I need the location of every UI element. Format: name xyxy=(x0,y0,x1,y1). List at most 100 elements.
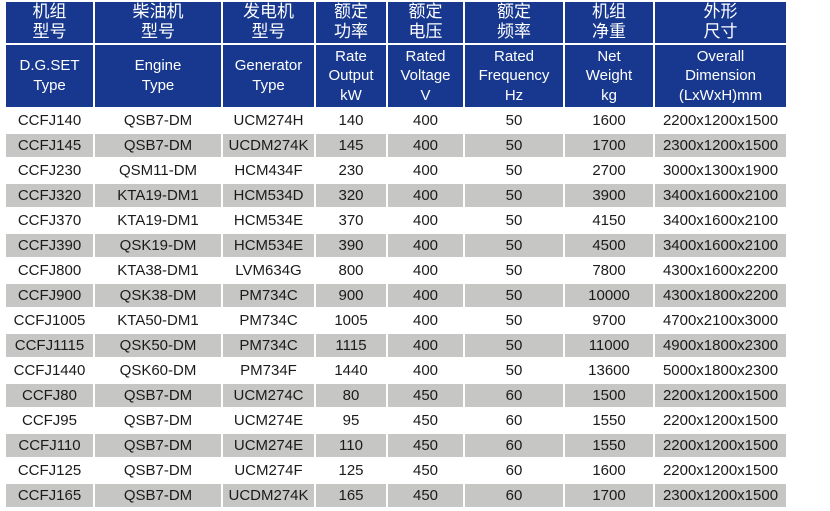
table-cell: 50 xyxy=(465,108,563,132)
table-cell: 145 xyxy=(316,133,386,157)
table-cell: 4500 xyxy=(565,233,653,257)
generator-spec-table: 机组 型号 柴油机 型号 发电机 型号 额定 功率 额定 电压 额定 频率 机组… xyxy=(4,0,788,509)
table-cell: QSM11-DM xyxy=(95,158,221,182)
table-cell: 3900 xyxy=(565,183,653,207)
table-cell: 3400x1600x2100 xyxy=(655,233,786,257)
table-cell: 400 xyxy=(388,233,463,257)
table-cell: 400 xyxy=(388,308,463,332)
table-cell: 140 xyxy=(316,108,386,132)
table-cell: 4700x2100x3000 xyxy=(655,308,786,332)
table-cell: CCFJ370 xyxy=(6,208,93,232)
table-row: CCFJ900 QSK38-DM PM734C 900 400 50 10000 4300x1… xyxy=(6,283,786,307)
table-row: CCFJ80 QSB7-DM UCM274C 80 450 60 1500 2200x1200… xyxy=(6,383,786,407)
table-row: CCFJ370 KTA19-DM1 HCM534E 370 400 50 4150 3400x… xyxy=(6,208,786,232)
table-cell: CCFJ1005 xyxy=(6,308,93,332)
table-cell: 1550 xyxy=(565,433,653,457)
table-cell: 400 xyxy=(388,108,463,132)
table-cell: 50 xyxy=(465,233,563,257)
table-cell: 2300x1200x1500 xyxy=(655,483,786,507)
table-cell: 400 xyxy=(388,358,463,382)
table-cell: PM734F xyxy=(223,358,314,382)
table-cell: HCM534D xyxy=(223,183,314,207)
table-cell: QSB7-DM xyxy=(95,483,221,507)
table-cell: 1500 xyxy=(565,383,653,407)
table-cell: 80 xyxy=(316,383,386,407)
table-cell: 2200x1200x1500 xyxy=(655,383,786,407)
table-cell: CCFJ145 xyxy=(6,133,93,157)
table-cell: CCFJ1440 xyxy=(6,358,93,382)
table-cell: CCFJ390 xyxy=(6,233,93,257)
table-row: CCFJ320 KTA19-DM1 HCM534D 320 400 50 3900 3400x… xyxy=(6,183,786,207)
table-cell: 400 xyxy=(388,258,463,282)
table-cell: 50 xyxy=(465,358,563,382)
table-cell: 50 xyxy=(465,158,563,182)
table-cell: 50 xyxy=(465,283,563,307)
table-cell: 10000 xyxy=(565,283,653,307)
table-cell: 390 xyxy=(316,233,386,257)
table-cell: QSB7-DM xyxy=(95,133,221,157)
column-header-zh-engine-type: 柴油机 型号 xyxy=(95,2,221,43)
table-cell: 50 xyxy=(465,333,563,357)
table-cell: CCFJ165 xyxy=(6,483,93,507)
table-cell: 2300x1200x1500 xyxy=(655,133,786,157)
table-cell: 2700 xyxy=(565,158,653,182)
table-cell: 4300x1600x2200 xyxy=(655,258,786,282)
table-cell: 125 xyxy=(316,458,386,482)
table-row: CCFJ125 QSB7-DM UCM274F 125 450 60 1600 2200x12… xyxy=(6,458,786,482)
table-cell: CCFJ125 xyxy=(6,458,93,482)
column-header-zh-rated-frequency: 额定 频率 xyxy=(465,2,563,43)
table-row: CCFJ800 KTA38-DM1 LVM634G 800 400 50 7800 4300x… xyxy=(6,258,786,282)
column-header-en-rated-frequency: Rated Frequency Hz xyxy=(465,44,563,107)
table-cell: UCM274C xyxy=(223,383,314,407)
table-cell: KTA38-DM1 xyxy=(95,258,221,282)
table-cell: 400 xyxy=(388,208,463,232)
table-cell: 230 xyxy=(316,158,386,182)
table-cell: CCFJ140 xyxy=(6,108,93,132)
table-cell: PM734C xyxy=(223,333,314,357)
table-cell: QSK50-DM xyxy=(95,333,221,357)
table-cell: 1550 xyxy=(565,408,653,432)
table-cell: 50 xyxy=(465,133,563,157)
table-cell: CCFJ80 xyxy=(6,383,93,407)
header-row-chinese: 机组 型号 柴油机 型号 发电机 型号 额定 功率 额定 电压 额定 频率 机组… xyxy=(6,2,786,43)
column-header-zh-net-weight: 机组 净重 xyxy=(565,2,653,43)
table-cell: KTA50-DM1 xyxy=(95,308,221,332)
table-cell: 1600 xyxy=(565,108,653,132)
table-cell: 800 xyxy=(316,258,386,282)
table-cell: QSB7-DM xyxy=(95,458,221,482)
column-header-en-net-weight: Net Weight kg xyxy=(565,44,653,107)
table-row: CCFJ145 QSB7-DM UCDM274K 145 400 50 1700 2300x1… xyxy=(6,133,786,157)
table-cell: LVM634G xyxy=(223,258,314,282)
table-cell: 3400x1600x2100 xyxy=(655,208,786,232)
table-cell: QSB7-DM xyxy=(95,383,221,407)
table-cell: 2200x1200x1500 xyxy=(655,408,786,432)
table-cell: 400 xyxy=(388,183,463,207)
column-header-zh-overall-dimension: 外形 尺寸 xyxy=(655,2,786,43)
header-row-english: D.G.SET Type Engine Type Generator Type … xyxy=(6,44,786,107)
table-row: CCFJ1005 KTA50-DM1 PM734C 1005 400 50 9700 4700… xyxy=(6,308,786,332)
table-cell: 50 xyxy=(465,183,563,207)
column-header-zh-generator-type: 发电机 型号 xyxy=(223,2,314,43)
table-cell: CCFJ110 xyxy=(6,433,93,457)
table-cell: 1700 xyxy=(565,483,653,507)
table-cell: 13600 xyxy=(565,358,653,382)
column-header-zh-dgset-type: 机组 型号 xyxy=(6,2,93,43)
table-cell: 1005 xyxy=(316,308,386,332)
table-cell: UCM274H xyxy=(223,108,314,132)
table-cell: HCM534E xyxy=(223,208,314,232)
table-cell: QSK19-DM xyxy=(95,233,221,257)
table-row: CCFJ140 QSB7-DM UCM274H 140 400 50 1600 2200x12… xyxy=(6,108,786,132)
table-cell: 4150 xyxy=(565,208,653,232)
table-body: CCFJ140 QSB7-DM UCM274H 140 400 50 1600 2200x12… xyxy=(6,108,786,507)
table-cell: 60 xyxy=(465,408,563,432)
table-cell: QSB7-DM xyxy=(95,108,221,132)
table-cell: 4900x1800x2300 xyxy=(655,333,786,357)
table-cell: KTA19-DM1 xyxy=(95,183,221,207)
table-cell: KTA19-DM1 xyxy=(95,208,221,232)
table-cell: 7800 xyxy=(565,258,653,282)
column-header-en-overall-dimension: Overall Dimension (LxWxH)mm xyxy=(655,44,786,107)
table-cell: 2200x1200x1500 xyxy=(655,458,786,482)
table-cell: 450 xyxy=(388,408,463,432)
column-header-en-rated-voltage: Rated Voltage V xyxy=(388,44,463,107)
